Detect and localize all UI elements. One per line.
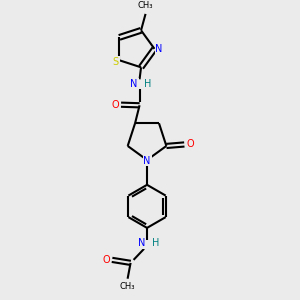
Text: O: O <box>111 100 119 110</box>
Text: S: S <box>113 57 119 67</box>
Text: N: N <box>155 44 163 54</box>
Text: CH₃: CH₃ <box>120 282 135 291</box>
Text: N: N <box>143 156 151 166</box>
Text: N: N <box>138 238 145 248</box>
Text: H: H <box>152 238 159 248</box>
Text: N: N <box>130 79 138 89</box>
Text: O: O <box>102 255 110 265</box>
Text: H: H <box>144 79 152 89</box>
Text: O: O <box>187 140 194 149</box>
Text: CH₃: CH₃ <box>138 1 153 10</box>
